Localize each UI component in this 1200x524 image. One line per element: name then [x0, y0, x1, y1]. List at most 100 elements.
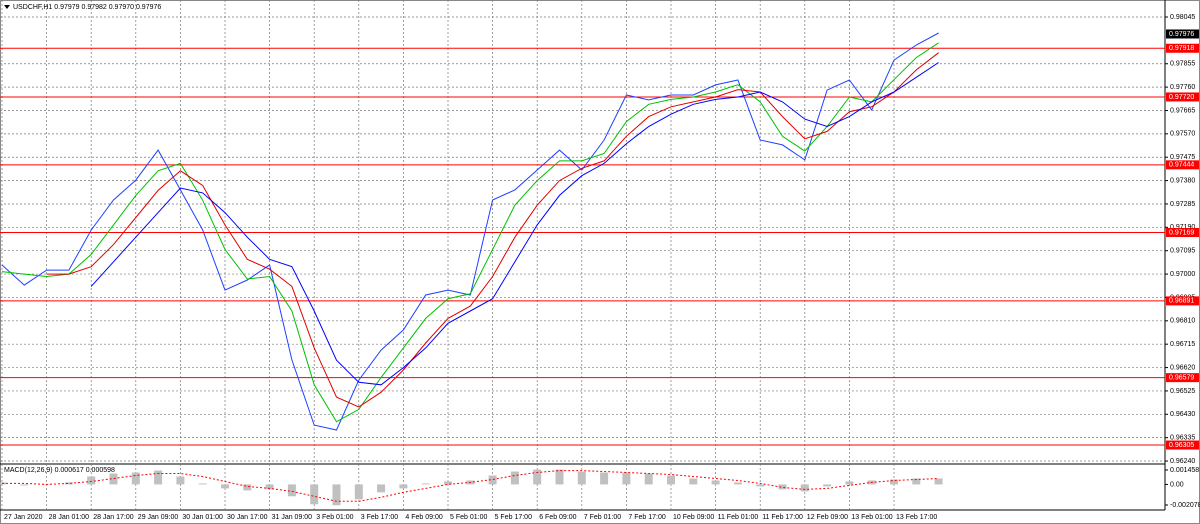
y-tick-label: 0.96620: [1170, 364, 1195, 371]
y-tick-label: 0.98045: [1170, 14, 1195, 21]
macd-bar: [689, 478, 698, 485]
y-tick-label: 0.00: [1170, 481, 1184, 488]
x-tick-label: 7 Feb 17:00: [628, 514, 665, 521]
x-tick-label: 27 Jan 2020: [4, 514, 43, 521]
level-tag: [1166, 440, 1199, 450]
moving-average: [1, 42, 939, 423]
price-label: 0.97976: [1169, 31, 1194, 38]
y-tick-label: 0.97665: [1170, 107, 1195, 114]
macd-bar: [555, 469, 564, 485]
y-tick-label: 0.97855: [1170, 61, 1195, 68]
level-tag: [1166, 92, 1199, 102]
x-tick-label: 3 Feb 01:00: [316, 514, 353, 521]
macd-bar: [109, 473, 118, 485]
y-tick-label: 0.97285: [1170, 201, 1195, 208]
macd-bar: [198, 483, 207, 485]
level-label: 0.96305: [1169, 442, 1194, 449]
y-tick-label: 0.96715: [1170, 341, 1195, 348]
y-tick-label: 0.96335: [1170, 435, 1195, 442]
x-tick-label: 31 Jan 09:00: [272, 514, 313, 521]
macd-bar: [176, 476, 185, 485]
macd-bar: [644, 473, 653, 485]
x-tick-label: 5 Feb 17:00: [495, 514, 532, 521]
macd-bar: [533, 469, 542, 485]
macd-bar: [354, 484, 363, 500]
macd-bar: [912, 478, 921, 485]
x-tick-label: 13 Feb 01:00: [851, 514, 892, 521]
price-line: [1, 32, 939, 431]
y-tick-label: 0.96525: [1170, 388, 1195, 395]
x-tick-label: 5 Feb 01:00: [450, 514, 487, 521]
macd-bar: [444, 481, 452, 485]
level-label: 0.97444: [1169, 162, 1194, 169]
y-tick-label: 0.96240: [1170, 458, 1195, 465]
y-tick-label: 0.97475: [1170, 154, 1195, 161]
level-tag: [1166, 228, 1199, 237]
x-tick-label: 11 Feb 01:00: [718, 514, 759, 521]
y-tick-label: 0.97190: [1170, 224, 1195, 231]
macd-bar: [577, 471, 586, 485]
x-tick-label: 7 Feb 01:00: [584, 514, 621, 521]
x-tick-label: 28 Jan 17:00: [93, 514, 134, 521]
price-tag: [1166, 29, 1199, 39]
x-tick-label: 30 Jan 01:00: [182, 514, 223, 521]
signal-line: [2, 470, 939, 502]
x-tick-label: 28 Jan 01:00: [49, 514, 90, 521]
macd-bar: [934, 478, 943, 485]
x-tick-label: 11 Feb 17:00: [762, 514, 803, 521]
menu-arrow[interactable]: [4, 5, 10, 9]
macd-bar: [332, 484, 341, 506]
level-tag: [1166, 373, 1199, 383]
macd-bar: [667, 475, 675, 485]
y-tick-label: 0.97380: [1170, 177, 1195, 184]
x-tick-label: 6 Feb 09:00: [539, 514, 576, 521]
macd-bar: [711, 480, 720, 485]
y-tick-label: -0.002078: [1170, 502, 1200, 509]
macd-bar: [756, 484, 765, 487]
macd-bar: [131, 472, 140, 485]
level-label: 0.97918: [1169, 45, 1194, 52]
level-label: 0.96891: [1169, 298, 1194, 305]
y-tick-label: 0.96430: [1170, 411, 1195, 418]
macd-bar: [221, 484, 229, 489]
macd-bar: [399, 484, 408, 489]
macd-bar: [800, 484, 809, 492]
level-tag: [1166, 43, 1199, 53]
macd-bar: [265, 484, 274, 490]
y-tick-label: 0.96810: [1170, 318, 1195, 325]
macd-bar: [845, 481, 854, 485]
macd-bar: [778, 484, 787, 490]
moving-average: [46, 52, 939, 408]
x-tick-label: 4 Feb 09:00: [405, 514, 442, 521]
moving-average: [90, 62, 939, 386]
macd-bar: [154, 470, 163, 485]
macd-bar: [890, 479, 898, 485]
y-tick-label: 0.001458: [1170, 467, 1199, 474]
x-tick-label: 12 Feb 09:00: [807, 514, 848, 521]
macd-bar: [488, 475, 497, 485]
macd-bar: [600, 472, 609, 485]
macd-bar: [377, 484, 386, 493]
macd-bar: [622, 472, 631, 485]
macd-bar: [243, 484, 252, 491]
macd-bar: [823, 484, 832, 487]
y-tick-label: 0.97095: [1170, 248, 1195, 255]
y-tick-label: 0.97570: [1170, 131, 1195, 138]
x-tick-label: 10 Feb 09:00: [673, 514, 714, 521]
macd-bar: [421, 483, 430, 485]
x-tick-label: 3 Feb 17:00: [361, 514, 398, 521]
level-label: 0.96579: [1169, 374, 1194, 381]
x-tick-label: 13 Feb 17:00: [896, 514, 937, 521]
macd-bar: [733, 482, 742, 485]
x-tick-label: 30 Jan 17:00: [227, 514, 268, 521]
x-tick-label: 29 Jan 09:00: [138, 514, 179, 521]
level-tag: [1166, 296, 1199, 306]
y-tick-label: 0.97760: [1170, 84, 1195, 91]
macd-bar: [287, 484, 296, 497]
macd-bar: [87, 476, 96, 485]
macd-bar: [20, 484, 29, 486]
macd-bar: [310, 484, 319, 505]
